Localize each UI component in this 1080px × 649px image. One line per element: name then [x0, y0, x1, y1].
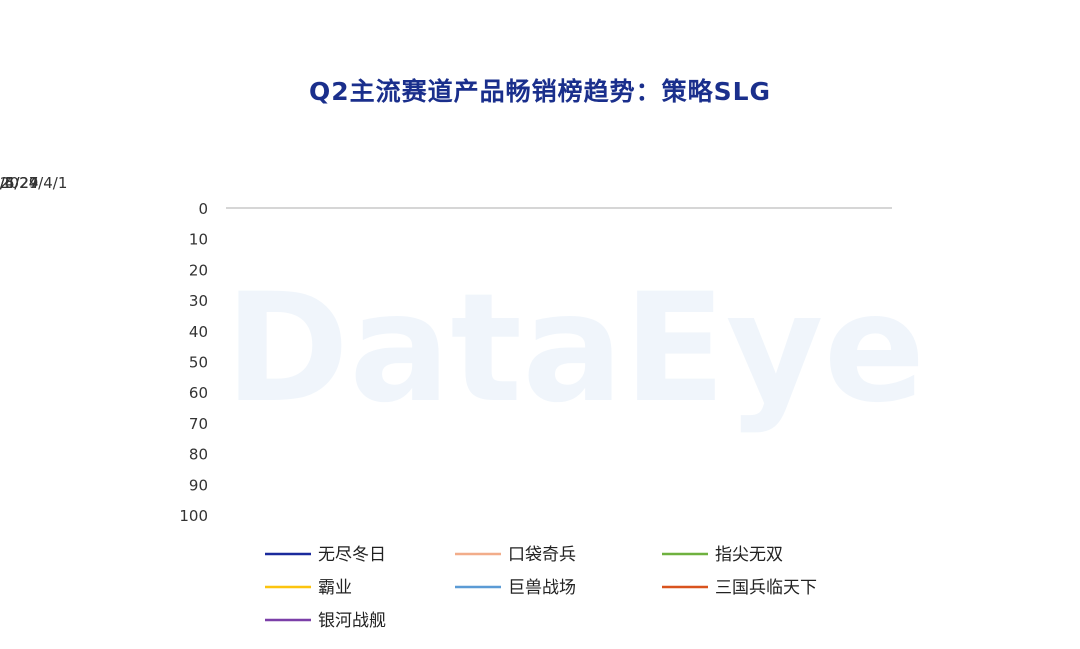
watermark-text: DataEye	[225, 262, 926, 436]
legend-label: 指尖无双	[715, 545, 783, 565]
chart-title: Q2主流赛道产品畅销榜趋势：策略SLG	[308, 77, 772, 106]
y-tick-label: 0	[198, 200, 208, 218]
y-tick-label: 90	[189, 476, 208, 494]
y-tick-label: 60	[189, 384, 208, 402]
y-tick-label: 40	[189, 323, 208, 341]
y-tick-label: 70	[189, 415, 208, 433]
legend-label: 口袋奇兵	[508, 545, 576, 565]
y-tick-label: 80	[189, 446, 208, 464]
y-tick-label: 30	[189, 292, 208, 310]
legend-label: 霸业	[318, 578, 352, 598]
y-tick-label: 20	[189, 261, 208, 279]
legend-label: 无尽冬日	[318, 545, 386, 565]
y-tick-label: 10	[189, 231, 208, 249]
y-tick-label: 50	[189, 354, 208, 372]
legend-label: 巨兽战场	[508, 578, 576, 598]
axis-layer: 2024/4/12024/4/292024/5/272024/6/24 0 10 20…	[0, 174, 892, 525]
y-tick-label: 100	[179, 507, 208, 525]
x-tick-label: 2024/4/1	[0, 174, 67, 192]
legend-label: 银河战舰	[318, 611, 386, 631]
legend-label: 三国兵临天下	[715, 578, 817, 598]
x-tick-label: 2024/4/29	[0, 174, 38, 192]
x-tick-label: 2024/5/27	[0, 174, 38, 192]
x-tick-label: 2024/6/24	[0, 174, 38, 192]
